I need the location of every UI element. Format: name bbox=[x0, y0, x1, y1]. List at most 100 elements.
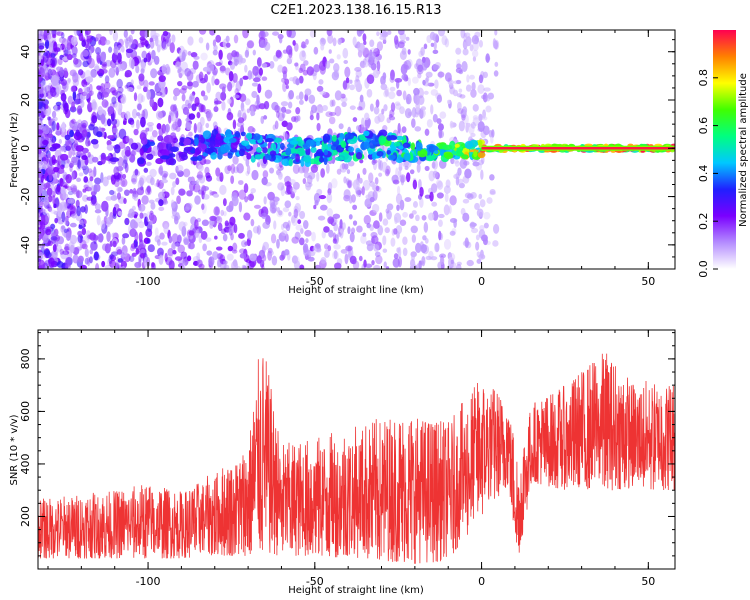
heatmap-cell bbox=[39, 89, 44, 95]
heatmap-cell bbox=[449, 120, 454, 129]
colorbar-tick-label: 0.0 bbox=[697, 260, 710, 278]
heatmap-cell bbox=[310, 104, 318, 114]
heatmap-cell bbox=[449, 261, 457, 269]
heatmap-cell bbox=[71, 118, 76, 124]
heatmap-cell bbox=[70, 184, 78, 192]
heatmap-cell bbox=[433, 40, 437, 51]
heatmap-cell bbox=[168, 235, 173, 244]
heatmap-cell bbox=[387, 91, 396, 100]
heatmap-cell bbox=[257, 83, 262, 94]
heatmap-cell bbox=[333, 69, 340, 78]
heatmap-cell bbox=[355, 69, 362, 78]
heatmap-cell bbox=[149, 97, 155, 108]
heatmap-cell bbox=[270, 233, 277, 244]
heatmap-cell bbox=[177, 68, 181, 74]
heatmap-cell bbox=[181, 260, 186, 269]
heatmap-cell bbox=[115, 90, 123, 100]
heatmap-cell bbox=[399, 219, 407, 226]
heatmap-cell bbox=[187, 81, 193, 87]
heatmap-cell bbox=[240, 131, 246, 137]
heatmap-cell bbox=[100, 51, 107, 62]
heatmap-cell bbox=[69, 204, 76, 215]
heatmap-cell bbox=[325, 111, 333, 118]
heatmap-cell bbox=[196, 252, 201, 262]
heatmap-cell bbox=[137, 157, 145, 165]
heatmap-cell bbox=[146, 153, 154, 160]
heatmap-cell bbox=[61, 211, 66, 223]
heatmap-cell bbox=[182, 138, 192, 146]
heatmap-cell bbox=[359, 94, 364, 103]
heatmap-cell bbox=[224, 165, 231, 175]
heatmap-cell bbox=[451, 150, 457, 156]
heatmap-cell bbox=[439, 148, 445, 157]
heatmap-cell bbox=[84, 186, 92, 192]
heatmap-cell bbox=[344, 133, 355, 140]
heatmap-cell bbox=[95, 263, 100, 269]
heatmap-cell bbox=[393, 228, 398, 235]
heatmap-cell bbox=[132, 50, 137, 56]
heatmap-cell bbox=[133, 221, 139, 229]
heatmap-cell bbox=[139, 177, 145, 187]
heatmap-cell bbox=[461, 154, 469, 160]
heatmap-cell bbox=[55, 84, 62, 95]
heatmap-cell bbox=[81, 91, 88, 97]
heatmap-cell bbox=[325, 60, 331, 69]
heatmap-cell bbox=[170, 146, 179, 153]
heatmap-cell bbox=[88, 123, 95, 131]
heatmap-cell bbox=[42, 139, 49, 146]
heatmap-cell bbox=[318, 195, 327, 200]
heatmap-cell bbox=[262, 221, 270, 229]
heatmap-cell bbox=[305, 38, 309, 45]
heatmap-cell bbox=[40, 208, 46, 214]
heatmap-cell bbox=[41, 99, 49, 106]
heatmap-cell bbox=[110, 194, 118, 201]
heatmap-cell bbox=[149, 220, 153, 226]
heatmap-cell bbox=[445, 179, 451, 188]
heatmap-cell bbox=[332, 238, 337, 244]
heatmap-cell bbox=[327, 245, 332, 252]
heatmap-cell bbox=[139, 243, 147, 248]
heatmap-cell bbox=[45, 228, 52, 236]
heatmap-cell bbox=[280, 185, 286, 197]
heatmap-cell bbox=[97, 105, 103, 116]
heatmap-cell bbox=[258, 103, 266, 110]
heatmap-cell bbox=[53, 203, 57, 209]
heatmap-cell bbox=[117, 42, 122, 49]
heatmap-cell bbox=[432, 49, 439, 55]
heatmap-cell bbox=[158, 206, 165, 212]
heatmap-cell bbox=[117, 59, 123, 65]
heatmap-cell bbox=[130, 142, 139, 150]
heatmap-cell bbox=[76, 105, 83, 116]
heatmap-cell bbox=[61, 38, 68, 49]
heatmap-cell bbox=[130, 43, 138, 50]
heatmap-cell bbox=[407, 77, 411, 87]
heatmap-cell bbox=[464, 141, 474, 149]
heatmap-cell bbox=[302, 220, 309, 230]
heatmap-cell bbox=[421, 256, 426, 267]
heatmap-cell bbox=[154, 235, 161, 243]
heatmap-cell bbox=[493, 39, 500, 50]
heatmap-cell bbox=[150, 202, 156, 210]
heatmap-cell bbox=[439, 256, 445, 265]
heatmap-cell bbox=[170, 242, 176, 251]
heatmap-cell bbox=[485, 56, 491, 62]
heatmap-cell bbox=[320, 257, 327, 264]
heatmap-cell bbox=[229, 137, 237, 143]
heatmap-cell bbox=[124, 69, 133, 78]
heatmap-cell bbox=[396, 185, 401, 196]
heatmap-cell bbox=[136, 187, 145, 196]
heatmap-cell bbox=[492, 240, 499, 247]
heatmap-cell bbox=[240, 101, 245, 112]
heatmap-cell bbox=[54, 217, 59, 224]
heatmap-cell bbox=[281, 230, 288, 237]
heatmap-cell bbox=[112, 213, 117, 220]
heatmap-cell bbox=[469, 222, 477, 227]
heatmap-cell bbox=[165, 123, 170, 133]
heatmap-cell bbox=[124, 217, 130, 226]
heatmap-cell bbox=[222, 233, 228, 242]
heatmap-cell bbox=[313, 64, 320, 73]
heatmap-cell bbox=[146, 211, 151, 223]
heatmap-cell bbox=[208, 256, 215, 267]
heatmap-cell bbox=[483, 87, 491, 92]
heatmap-cell bbox=[283, 249, 290, 256]
